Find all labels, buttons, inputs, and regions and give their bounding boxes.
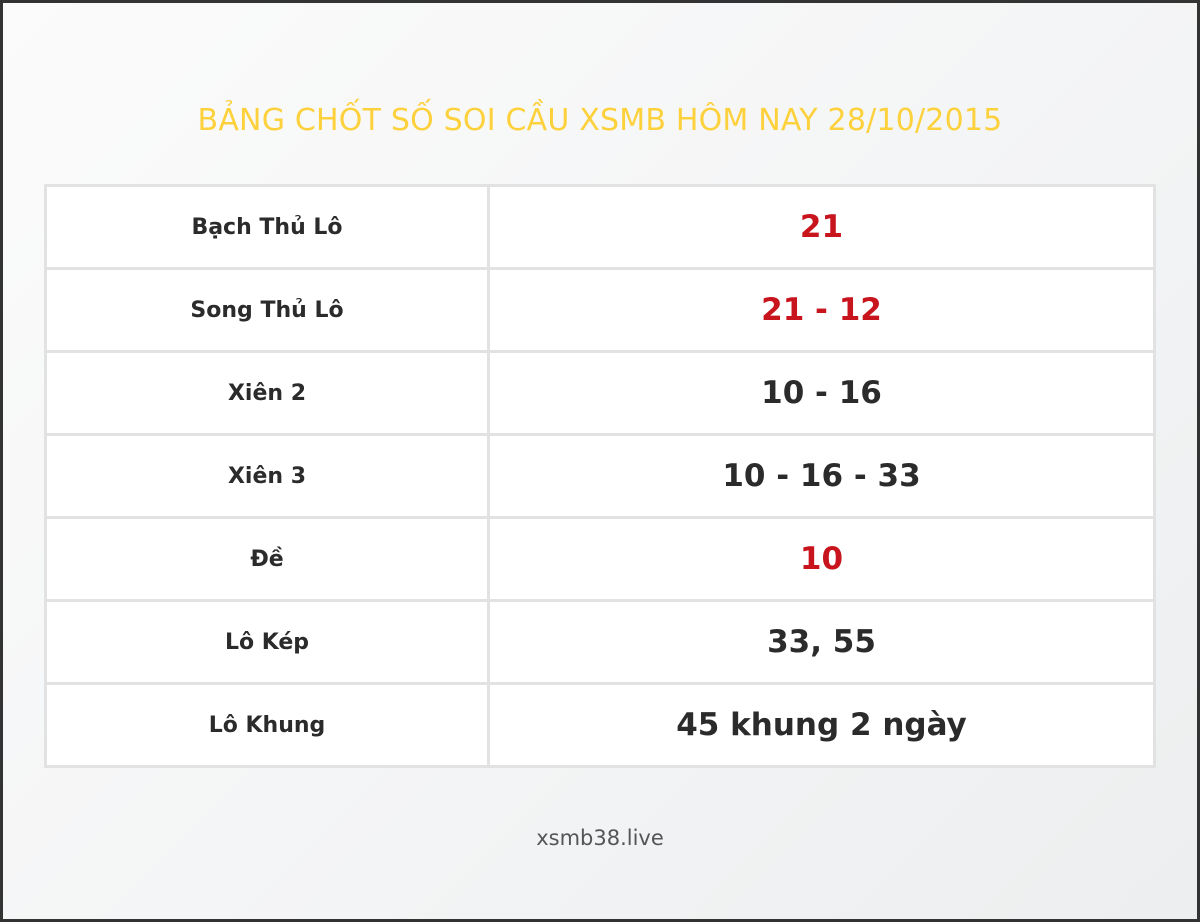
row-label: Lô Khung: [44, 682, 490, 768]
table-row: Lô Kép 33, 55: [44, 599, 1156, 685]
row-value: 33, 55: [487, 599, 1156, 685]
table-row: Đề 10: [44, 516, 1156, 602]
row-label: Lô Kép: [44, 599, 490, 685]
row-value: 10: [487, 516, 1156, 602]
row-value: 21: [487, 184, 1156, 270]
table-row: Xiên 2 10 - 16: [44, 350, 1156, 436]
row-label: Xiên 3: [44, 433, 490, 519]
row-value: 10 - 16 - 33: [487, 433, 1156, 519]
row-label: Đề: [44, 516, 490, 602]
page-title: BẢNG CHỐT SỐ SOI CẦU XSMB HÔM NAY 28/10/…: [197, 103, 1003, 138]
row-value: 45 khung 2 ngày: [487, 682, 1156, 768]
prediction-table: Bạch Thủ Lô 21 Song Thủ Lô 21 - 12 Xiên 2 10 …: [44, 184, 1156, 768]
row-label: Song Thủ Lô: [44, 267, 490, 353]
site-watermark: xsmb38.live: [536, 826, 664, 850]
table-row: Song Thủ Lô 21 - 12: [44, 267, 1156, 353]
table-row: Xiên 3 10 - 16 - 33: [44, 433, 1156, 519]
row-label: Bạch Thủ Lô: [44, 184, 490, 270]
table-row: Bạch Thủ Lô 21: [44, 184, 1156, 270]
table-row: Lô Khung 45 khung 2 ngày: [44, 682, 1156, 768]
row-label: Xiên 2: [44, 350, 490, 436]
row-value: 21 - 12: [487, 267, 1156, 353]
row-value: 10 - 16: [487, 350, 1156, 436]
